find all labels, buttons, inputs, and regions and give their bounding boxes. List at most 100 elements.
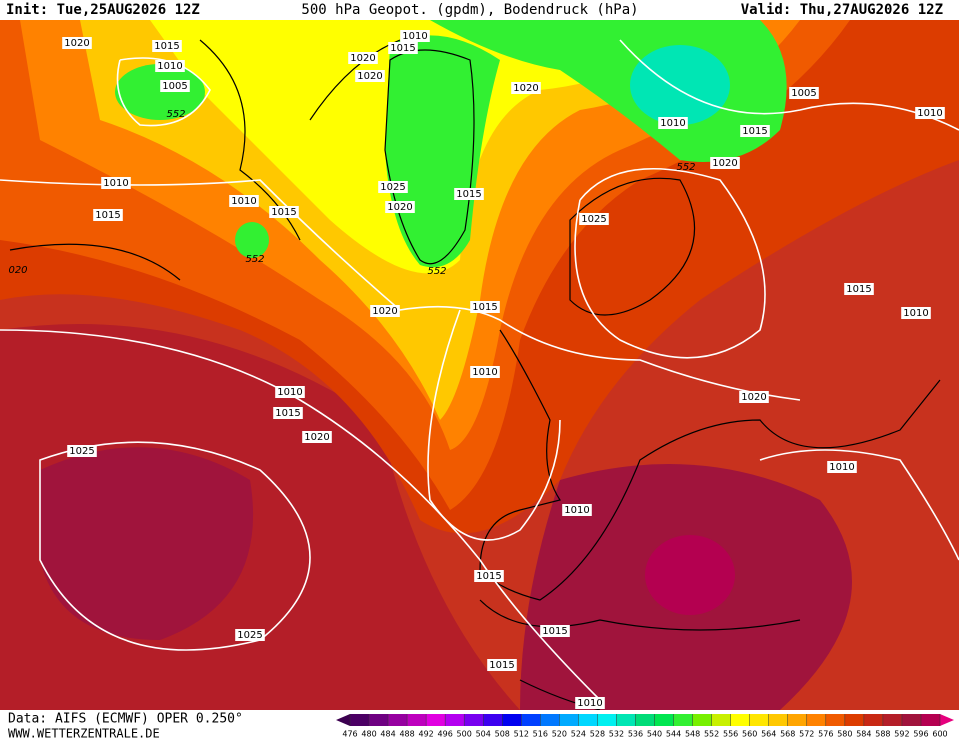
- colorbar-label: 540: [647, 730, 662, 739]
- isobar-label: 1015: [154, 41, 179, 52]
- colorbar-label: 512: [514, 730, 529, 739]
- isobar-label: 1015: [271, 207, 296, 218]
- isobar-label: 1015: [275, 408, 300, 419]
- colorbar-swatch: [730, 714, 750, 726]
- isobar-label: 1010: [157, 61, 182, 72]
- colorbar-label: 588: [875, 730, 890, 739]
- field-low: [630, 45, 730, 125]
- colorbar-swatch: [426, 714, 446, 726]
- label-box: [155, 60, 185, 72]
- colorbar-swatch: [882, 714, 902, 726]
- isobar-label: 1005: [162, 81, 187, 92]
- colorbar-swatch: [350, 714, 370, 726]
- colorbar-label: 524: [571, 730, 586, 739]
- label-box: [740, 125, 770, 137]
- label-box: [269, 206, 299, 218]
- colorbar-swatch: [806, 714, 826, 726]
- label-box: [487, 659, 517, 671]
- colorbar-swatch: [920, 714, 940, 726]
- isobar-label: 1020: [64, 38, 89, 49]
- isobar-label: 1025: [237, 630, 262, 641]
- isobar-label: 1010: [660, 118, 685, 129]
- label-box: [789, 87, 819, 99]
- colorbar-label: 596: [913, 730, 928, 739]
- field-low-canada: [115, 64, 205, 120]
- label-box: [67, 445, 97, 457]
- colorbar-swatch: [654, 714, 674, 726]
- isobar-label: 552: [676, 162, 695, 173]
- colorbar-swatch: [407, 714, 427, 726]
- isobar-label: 1020: [304, 432, 329, 443]
- isobar-label: 1010: [277, 387, 302, 398]
- isobar: [39, 441, 311, 651]
- isobar: [574, 167, 766, 359]
- label-box: [378, 181, 408, 193]
- colorbar-swatch: [787, 714, 807, 726]
- isobar-label: 1025: [69, 446, 94, 457]
- label-box: [739, 391, 769, 403]
- isobar-label: 552: [245, 254, 264, 265]
- label-box: [62, 37, 92, 49]
- isobar-label: 1015: [489, 660, 514, 671]
- colorbar-swatch: [597, 714, 617, 726]
- label-box: [470, 301, 500, 313]
- colorbar-label: 556: [723, 730, 738, 739]
- colorbar-swatch: [559, 714, 579, 726]
- isobar-label: 1015: [472, 302, 497, 313]
- colorbar-swatch: [464, 714, 484, 726]
- label-box: [710, 157, 740, 169]
- isobar-labels: 1020 1015 1010 1005 552 1010 1015 1020 1020 1020 1…: [8, 30, 945, 709]
- isobar-label: 1010: [829, 462, 854, 473]
- isobar: [0, 179, 801, 401]
- isobar-label: 1010: [917, 108, 942, 119]
- label-box: [400, 30, 430, 42]
- colorbar-swatch: [635, 714, 655, 726]
- header-bar: [0, 0, 959, 20]
- label-box: [229, 195, 259, 207]
- colorbar-label: 488: [399, 730, 414, 739]
- colorbar-label: 520: [552, 730, 567, 739]
- isobar-label: 1020: [372, 306, 397, 317]
- colorbar-label: 496: [438, 730, 453, 739]
- colorbar-label: 552: [704, 730, 719, 739]
- colorbar-swatch: [768, 714, 788, 726]
- label-box: [470, 366, 500, 378]
- colorbar-swatch: [369, 714, 389, 726]
- isobar-label: 1015: [476, 571, 501, 582]
- label-box: [575, 697, 605, 709]
- label-box: [511, 82, 541, 94]
- colorbar-arrow-right: [940, 714, 954, 726]
- colorbar-swatch: [502, 714, 522, 726]
- colorbar-swatch: [388, 714, 408, 726]
- label-box: [474, 570, 504, 582]
- colorbar-swatch: [901, 714, 921, 726]
- label-box: [915, 107, 945, 119]
- website: WWW.WETTERZENTRALE.DE: [8, 727, 160, 741]
- isobar: [0, 329, 601, 701]
- isobar-label: 1020: [357, 71, 382, 82]
- colorbar-label: 572: [799, 730, 814, 739]
- isobar-label: 1020: [712, 158, 737, 169]
- isobars: [0, 39, 959, 701]
- colorbar-label: 476: [342, 730, 357, 739]
- colorbar-label: 480: [361, 730, 376, 739]
- colorbar-label: 508: [495, 730, 510, 739]
- isobar-label: 1025: [581, 214, 606, 225]
- colorbar-label: 536: [628, 730, 643, 739]
- data-source: Data: AIFS (ECMWF) OPER 0.250°: [8, 712, 243, 727]
- isobar-label: 1010: [103, 178, 128, 189]
- colorbar-arrow-left: [336, 714, 350, 726]
- isobar-label: 1020: [513, 83, 538, 94]
- colorbar-swatch: [825, 714, 845, 726]
- label-box: [93, 209, 123, 221]
- label-box: [844, 283, 874, 295]
- colorbar: 476 480 484 488 492 496 500 504 508 512 516 520 524 5…: [336, 714, 954, 739]
- label-box: [901, 307, 931, 319]
- colorbar-label: 592: [894, 730, 909, 739]
- colorbar-swatch: [711, 714, 731, 726]
- colorbar-label: 580: [837, 730, 852, 739]
- isobar-label: 1005: [791, 88, 816, 99]
- isobar: [427, 309, 561, 541]
- colorbar-label: 548: [685, 730, 700, 739]
- label-box: [827, 461, 857, 473]
